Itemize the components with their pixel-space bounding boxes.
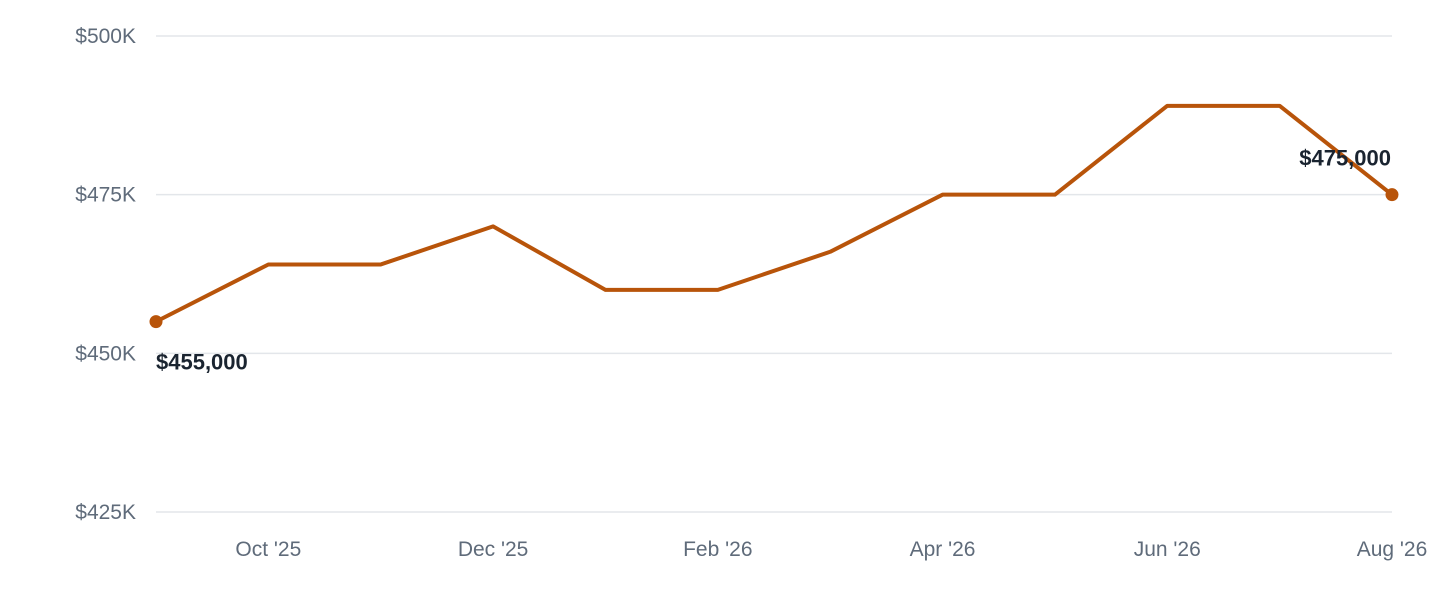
y-tick-label: $475K <box>75 184 136 207</box>
x-tick-label: Apr '26 <box>910 538 976 561</box>
x-tick-label: Jun '26 <box>1134 538 1201 561</box>
x-tick-label: Aug '26 <box>1357 538 1428 561</box>
x-tick-label: Feb '26 <box>683 538 752 561</box>
price-series-line <box>154 103 1394 324</box>
start-point-marker[interactable] <box>149 315 163 329</box>
point-layer <box>149 188 1399 329</box>
x-axis: Oct '25 Dec '25 Feb '26 Apr '26 Jun '26 Aug '… <box>235 538 1427 561</box>
start-value-label: $455,000 <box>156 350 248 375</box>
y-tick-label: $450K <box>75 342 136 365</box>
y-tick-label: $425K <box>75 501 136 524</box>
end-point-marker[interactable] <box>1385 188 1399 202</box>
series-layer <box>154 103 1394 324</box>
y-axis: $500K $475K $450K $425K <box>75 25 136 524</box>
x-tick-label: Oct '25 <box>235 538 301 561</box>
data-label-layer: $455,000 $475,000 <box>156 146 1391 375</box>
y-tick-label: $500K <box>75 25 136 48</box>
x-tick-label: Dec '25 <box>458 538 529 561</box>
end-value-label: $475,000 <box>1299 146 1391 171</box>
grid-layer <box>156 35 1392 513</box>
